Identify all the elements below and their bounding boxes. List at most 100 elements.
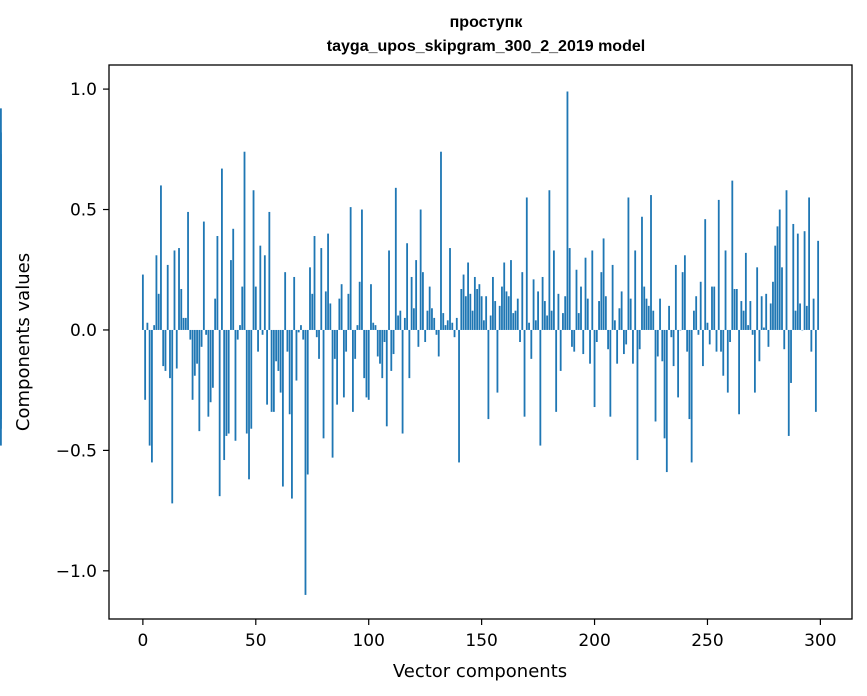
- bar: [654, 329, 657, 422]
- y-tick-label: 0.5: [70, 201, 97, 221]
- bar: [214, 298, 217, 330]
- bar: [440, 151, 442, 330]
- bar: [259, 245, 262, 330]
- bar: [211, 329, 214, 388]
- bar: [489, 315, 492, 330]
- bar: [613, 320, 616, 330]
- bar: [279, 329, 282, 393]
- bar: [476, 289, 479, 330]
- bar: [230, 260, 232, 330]
- bar: [392, 329, 395, 355]
- bar: [638, 329, 641, 350]
- bar: [744, 252, 747, 330]
- bar: [550, 310, 553, 330]
- bar: [519, 329, 521, 342]
- bar: [431, 308, 433, 330]
- bar: [435, 329, 438, 335]
- bar: [760, 296, 763, 330]
- bar: [202, 221, 205, 330]
- bar: [146, 322, 149, 330]
- bar: [345, 329, 348, 352]
- bar: [643, 286, 646, 330]
- bar: [478, 284, 481, 330]
- y-tick-label: −1.0: [56, 562, 97, 582]
- bar: [516, 298, 519, 330]
- bar: [144, 329, 147, 400]
- bar: [178, 248, 180, 330]
- bar: [566, 91, 569, 330]
- bar: [374, 325, 377, 330]
- bar: [665, 329, 668, 473]
- bar: [670, 329, 673, 338]
- bar: [207, 329, 210, 417]
- bar: [412, 308, 415, 330]
- bar: [241, 286, 244, 330]
- bar: [785, 190, 788, 330]
- bar: [342, 329, 345, 398]
- bar: [311, 293, 314, 330]
- bar: [485, 296, 488, 330]
- bar: [155, 255, 158, 330]
- bar: [753, 329, 756, 393]
- bars-group: [0, 91, 820, 595]
- bar: [467, 262, 469, 330]
- y-axis: −1.0 −0.5 0.0 0.5 1.0: [56, 80, 109, 582]
- bar: [781, 267, 783, 330]
- bar: [674, 264, 677, 330]
- bar: [568, 248, 571, 330]
- bar: [401, 329, 404, 434]
- bar: [501, 286, 503, 330]
- bar: [528, 322, 530, 330]
- bar: [460, 289, 463, 330]
- bar: [162, 329, 165, 367]
- bar: [248, 329, 250, 480]
- bar: [498, 305, 501, 330]
- bar: [564, 296, 567, 330]
- bar: [173, 250, 176, 330]
- bar: [589, 329, 591, 364]
- bar: [239, 325, 241, 330]
- bar: [397, 315, 399, 330]
- bar: [810, 329, 813, 352]
- bar: [365, 329, 368, 398]
- bar: [541, 276, 544, 330]
- bar: [295, 329, 298, 381]
- bar: [205, 329, 208, 335]
- bar: [733, 289, 736, 330]
- bar: [234, 329, 237, 441]
- bar: [552, 250, 555, 330]
- chart-subtitle: tayga_upos_skipgram_300_2_2019 model: [327, 38, 645, 55]
- bar: [340, 284, 343, 330]
- bar: [790, 329, 792, 383]
- bar: [363, 329, 366, 379]
- bar: [322, 329, 325, 439]
- bar: [663, 329, 666, 439]
- bar: [417, 329, 420, 347]
- bar: [0, 192, 2, 330]
- bar: [327, 233, 329, 330]
- bar: [347, 293, 350, 330]
- y-tick-label: 0.0: [70, 321, 97, 341]
- bar: [293, 276, 296, 330]
- bar: [796, 233, 799, 330]
- bar: [469, 293, 472, 330]
- bar: [758, 329, 761, 362]
- bar: [424, 329, 427, 342]
- bar: [808, 197, 810, 330]
- bar: [620, 291, 623, 330]
- bar: [464, 296, 467, 330]
- bar: [329, 303, 332, 330]
- bar: [575, 269, 578, 330]
- bar: [338, 298, 341, 330]
- bar: [372, 322, 375, 330]
- bar: [580, 286, 582, 330]
- bar: [209, 329, 212, 403]
- bar: [300, 325, 302, 330]
- bar: [187, 211, 189, 330]
- bar: [250, 329, 253, 429]
- bar: [304, 329, 307, 595]
- bar: [616, 329, 619, 364]
- bar: [403, 317, 406, 330]
- bar: [169, 329, 171, 379]
